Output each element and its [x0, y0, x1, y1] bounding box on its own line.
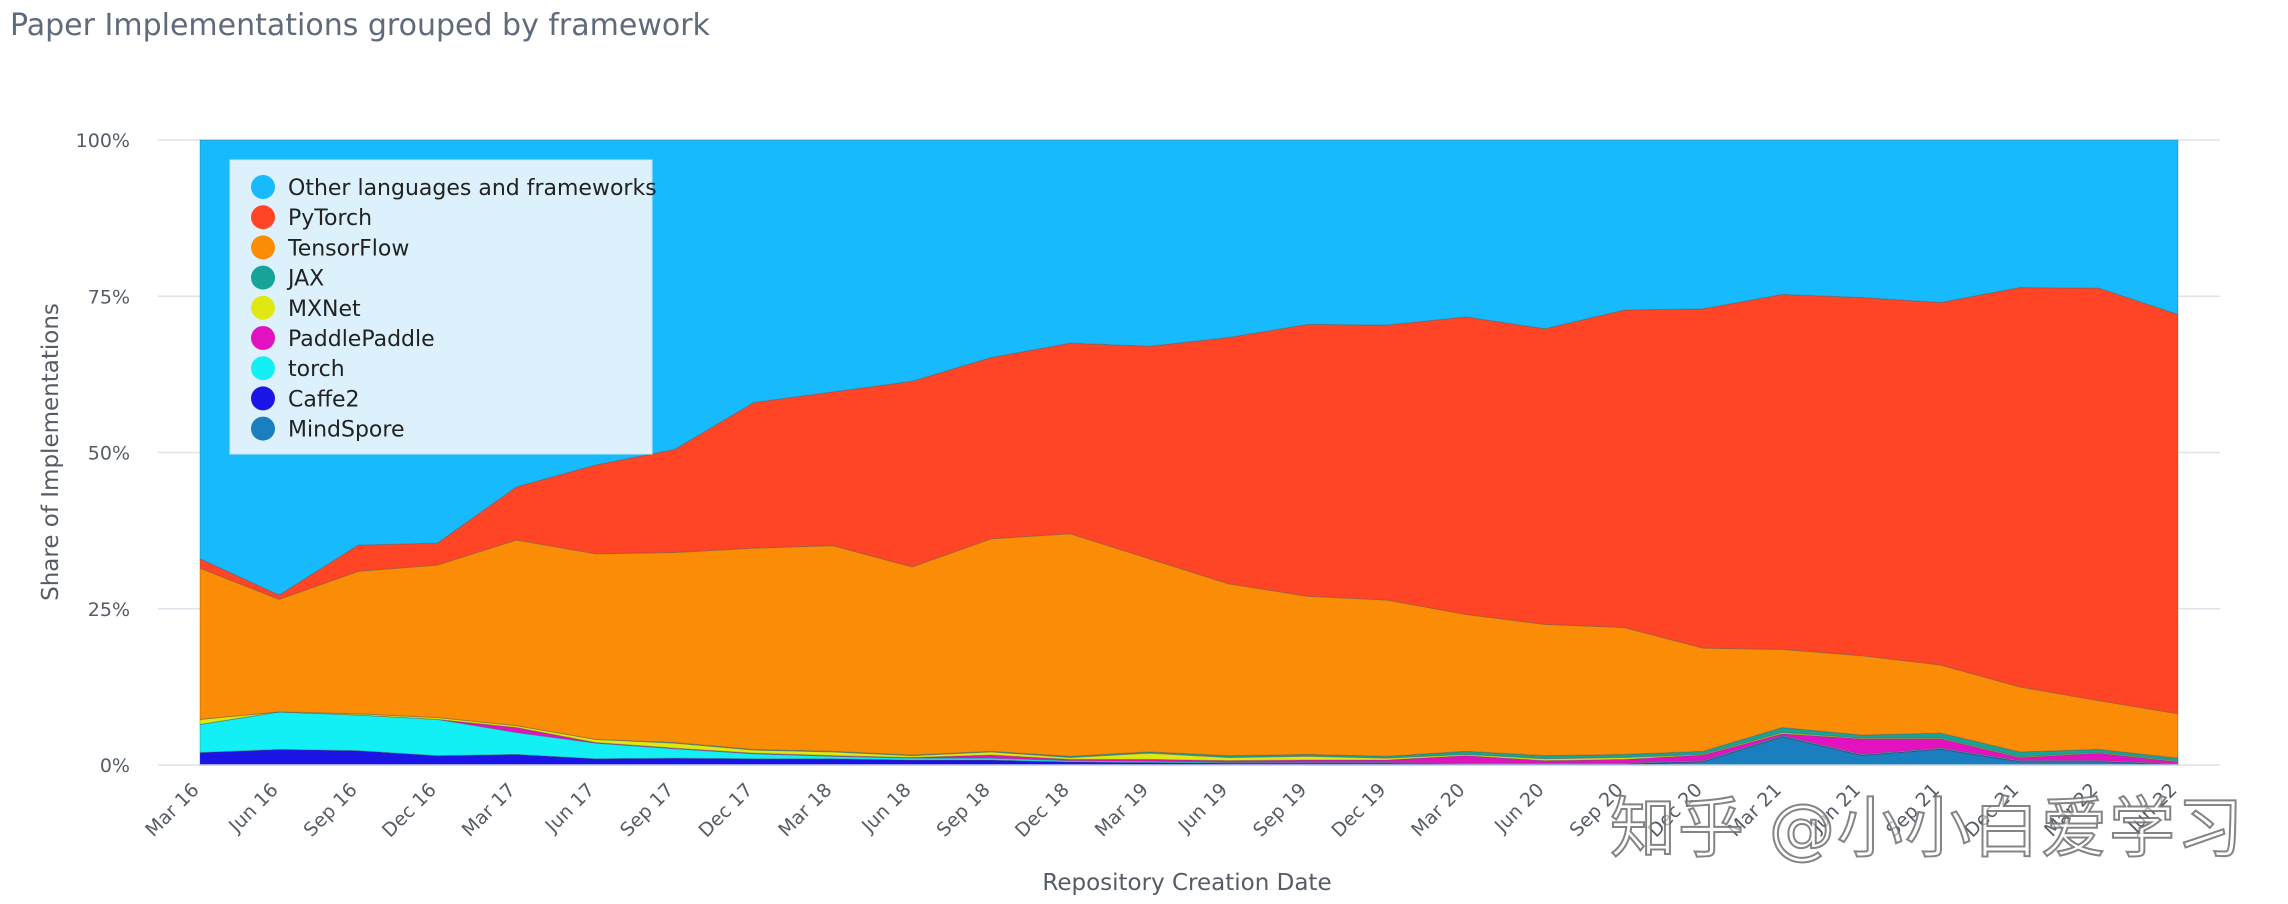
x-tick-label: Jun 20 [1490, 779, 1549, 838]
legend-label: PaddlePaddle [288, 327, 435, 352]
y-tick-label: 75% [88, 286, 130, 308]
x-axis-title: Repository Creation Date [1042, 870, 1331, 896]
x-tick-label: Jun 17 [541, 779, 600, 838]
x-tick-label: Jun 16 [224, 779, 283, 838]
x-tick-label: Jun 18 [857, 779, 916, 838]
legend-label: JAX [286, 267, 324, 292]
x-tick-label: Mar 16 [141, 779, 203, 841]
y-tick-label: 50% [88, 443, 130, 465]
chart-title: Paper Implementations grouped by framewo… [10, 8, 710, 43]
legend-swatch [251, 416, 275, 441]
legend-label: MXNet [288, 297, 361, 322]
legend-swatch [251, 205, 275, 230]
legend-label: torch [288, 357, 345, 382]
legend-label: MindSpore [288, 418, 405, 443]
x-tick-label: Sep 18 [932, 779, 994, 841]
x-tick-label: Mar 20 [1407, 779, 1469, 841]
legend-label: TensorFlow [287, 236, 409, 261]
x-tick-label: Sep 17 [616, 779, 678, 841]
legend-box [229, 159, 653, 455]
legend-swatch [251, 295, 275, 320]
y-tick-label: 25% [88, 599, 130, 621]
area-series-tensorflow [199, 533, 2179, 759]
x-tick-label: Mar 19 [1091, 779, 1153, 841]
area-series-mxnet [199, 711, 2179, 763]
legend-label: Other languages and frameworks [288, 176, 657, 201]
area-series-group [199, 139, 2179, 766]
y-tick-label: 0% [100, 755, 130, 777]
legend-swatch [251, 235, 275, 260]
legend-swatch [251, 326, 275, 350]
legend-label: PyTorch [288, 206, 372, 231]
x-tick-label: Sep 16 [300, 779, 362, 841]
x-tick-label: Dec 18 [1011, 779, 1074, 842]
y-axis-title: Share of Implementations [38, 303, 64, 601]
x-tick-label: Dec 16 [378, 779, 441, 842]
x-tick-label: Dec 19 [1327, 779, 1390, 842]
watermark: 知乎 @小小白爱学习 [1609, 789, 2245, 868]
x-tick-label: Mar 18 [774, 779, 836, 841]
legend-swatch [251, 175, 275, 199]
legend-label: Caffe2 [288, 387, 360, 412]
legend-swatch [251, 386, 275, 411]
x-tick-label: Mar 17 [458, 779, 520, 841]
x-tick-label: Sep 19 [1249, 779, 1311, 841]
legend-swatch [251, 265, 275, 290]
x-tick-label: Jun 19 [1173, 779, 1232, 838]
legend-swatch [251, 356, 275, 381]
y-axis: 0% 25% 50% 75% 100% [76, 130, 130, 777]
legend: Other languages and frameworks PyTorch Ten… [229, 159, 657, 455]
area-series-other-languages-and-frameworks [199, 139, 2179, 596]
y-tick-label: 100% [76, 130, 130, 152]
x-tick-label: Dec 17 [694, 779, 757, 842]
